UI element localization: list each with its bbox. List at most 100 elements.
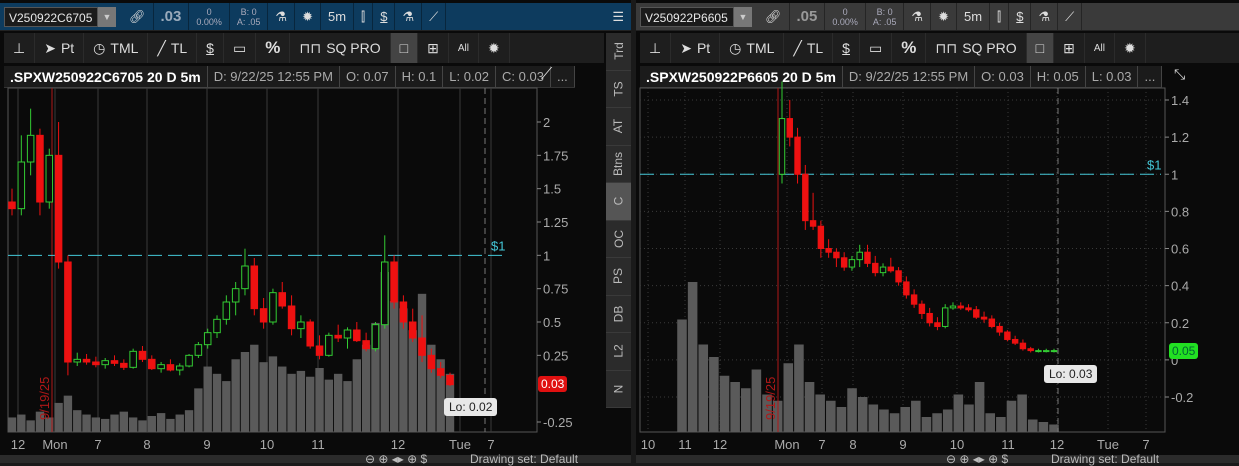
symbol-input[interactable]: V250922C6705 xyxy=(4,6,98,27)
last-price: .03 xyxy=(154,3,190,30)
pointer-tool[interactable]: ➤ Pt xyxy=(671,33,721,63)
chart-header: .SPXW250922C6705 20 D 5m D: 9/22/25 12:5… xyxy=(4,66,575,88)
settings-gear-icon[interactable]: ✹ xyxy=(1115,33,1146,63)
volume-bar xyxy=(222,381,231,432)
side-tab-ts[interactable]: TS xyxy=(606,71,631,108)
grid-layout-icon[interactable]: ⊞ xyxy=(1054,33,1085,63)
candle-down xyxy=(1004,331,1011,340)
volume-bar xyxy=(17,414,26,432)
change-info: 0 0.00% xyxy=(189,3,230,30)
candle-down xyxy=(825,248,832,253)
horizontal-scrollbar[interactable] xyxy=(0,455,631,463)
side-tab-btns[interactable]: Btns xyxy=(606,146,631,183)
y-tick-label: 0.4 xyxy=(1171,279,1189,294)
symbol-input[interactable]: V250922P6605 xyxy=(640,6,734,27)
link-icon[interactable]: 🔗︎ xyxy=(122,3,154,30)
put-price-chart[interactable]: 1.4 1.2 1 0.8 0.6 0.4 0.2 0 -0.2 10 11 12 Mon 7 8 9 10 11… xyxy=(636,0,1239,455)
side-tab-n[interactable]: N xyxy=(606,371,631,408)
volume-bar xyxy=(900,407,910,432)
candle-down xyxy=(120,362,128,368)
trendline-tool[interactable]: ╱ TL xyxy=(148,33,198,63)
volume-bar xyxy=(203,366,212,432)
candle-up xyxy=(856,251,863,261)
studies-flask-icon[interactable]: ⚗ xyxy=(395,3,423,30)
chart-drawing-icon[interactable]: ⟋ xyxy=(1058,3,1083,30)
side-tab-at[interactable]: AT xyxy=(606,108,631,146)
candle-up xyxy=(269,292,277,323)
percent-tool[interactable]: % xyxy=(892,33,927,63)
studies-flask-icon[interactable]: ⚗ xyxy=(1031,3,1059,30)
price-level-icon[interactable]: $ xyxy=(833,33,860,63)
y-tick-label: 0 xyxy=(1171,353,1178,368)
sq-pro-tool[interactable]: ⊓⊓ SQ PRO xyxy=(290,33,391,63)
candle-down xyxy=(36,134,44,203)
candle-down xyxy=(259,308,268,323)
price-type-icon[interactable]: $ xyxy=(1009,3,1032,30)
volume-bar xyxy=(138,420,147,432)
side-tab-l2[interactable]: L2 xyxy=(606,333,631,371)
side-tab-trd[interactable]: Trd xyxy=(606,33,631,71)
candle-down xyxy=(287,305,296,330)
horizontal-scrollbar[interactable] xyxy=(636,455,1239,463)
candle-down xyxy=(1011,338,1019,344)
chart-drawing-icon[interactable]: ⟋ xyxy=(422,3,447,30)
flask-icon[interactable]: ⚗ xyxy=(268,3,296,30)
menu-icon[interactable]: ☰ xyxy=(612,8,624,24)
chevron-down-icon[interactable]: ▼ xyxy=(734,6,752,27)
side-tab-oc[interactable]: OC xyxy=(606,221,631,258)
timeframe-button[interactable]: 5m xyxy=(957,3,991,30)
percent-tool[interactable]: % xyxy=(256,33,291,63)
price-level-icon[interactable]: $ xyxy=(197,33,224,63)
single-layout-icon[interactable]: □ xyxy=(390,33,419,63)
side-tab-ps[interactable]: PS xyxy=(606,258,631,296)
zoom-controls[interactable]: ⊖ ⊕ ◂▸ ⊕ $ xyxy=(365,452,428,466)
more-readout[interactable]: ... xyxy=(551,66,575,87)
settings-gear-icon[interactable]: ✹ xyxy=(479,33,510,63)
side-tab-db[interactable]: DB xyxy=(606,296,631,333)
volume-bar xyxy=(932,413,942,432)
volume-bar xyxy=(306,376,315,432)
tl-label: TL xyxy=(170,40,188,56)
grid-layout-icon[interactable]: ⊞ xyxy=(418,33,449,63)
gear-icon[interactable]: ✹ xyxy=(295,3,321,30)
pin-icon[interactable]: ⊥ xyxy=(640,33,672,63)
rectangle-icon[interactable]: ▭ xyxy=(860,33,893,63)
tml-tool[interactable]: ◷ TML xyxy=(720,33,785,63)
gear-icon[interactable]: ✹ xyxy=(931,3,957,30)
rectangle-icon[interactable]: ▭ xyxy=(224,33,257,63)
side-tab-c[interactable]: C xyxy=(606,183,631,221)
zoom-controls[interactable]: ⊖ ⊕ ◂▸ ⊕ $ xyxy=(946,452,1009,466)
all-button[interactable]: All xyxy=(1085,33,1115,63)
candle-up xyxy=(381,261,389,326)
flask-icon[interactable]: ⚗ xyxy=(904,3,932,30)
y-tick-label: 1 xyxy=(543,248,550,263)
auto-scale-icon[interactable]: ⟋ xyxy=(541,66,553,83)
candle-style-icon[interactable]: ⫿ xyxy=(990,3,1010,30)
chevron-down-icon[interactable]: ▼ xyxy=(98,6,116,27)
volume-bar xyxy=(868,404,879,432)
trendline-tool[interactable]: ╱ TL xyxy=(784,33,834,63)
timeframe-button[interactable]: 5m xyxy=(321,3,355,30)
all-button[interactable]: All xyxy=(449,33,479,63)
more-readout[interactable]: ... xyxy=(1138,66,1163,87)
candle-style-icon[interactable]: ⫿ xyxy=(354,3,374,30)
price-type-icon[interactable]: $ xyxy=(373,3,396,30)
candle-up xyxy=(213,318,221,334)
drawing-set[interactable]: Drawing set: Default xyxy=(1051,452,1160,466)
candle-up xyxy=(222,301,231,320)
pointer-tool[interactable]: ➤ Pt xyxy=(35,33,85,63)
tml-label: TML xyxy=(110,40,139,56)
call-price-chart[interactable]: 2 1.75 1.5 1.25 1 0.75 0.5 0.25 -0.25 12 Mon 7 8 9 10 1… xyxy=(0,0,606,455)
candle-down xyxy=(64,261,72,363)
fit-scale-icon[interactable]: ⤡ xyxy=(1174,66,1186,82)
sq-pro-tool[interactable]: ⊓⊓ SQ PRO xyxy=(926,33,1027,63)
tml-tool[interactable]: ◷ TML xyxy=(84,33,149,63)
pin-icon[interactable]: ⊥ xyxy=(4,33,36,63)
side-tab-label: C xyxy=(611,196,626,206)
symbol-bar: V250922C6705 ▼ 🔗︎ .03 0 0.00% B: 0 A: .05 … xyxy=(0,3,631,31)
drawing-set[interactable]: Drawing set: Default xyxy=(470,452,579,466)
link-icon[interactable]: 🔗︎ xyxy=(758,3,790,30)
candle-up xyxy=(949,305,957,309)
single-layout-icon[interactable]: □ xyxy=(1026,33,1055,63)
volume-bar xyxy=(399,308,408,432)
